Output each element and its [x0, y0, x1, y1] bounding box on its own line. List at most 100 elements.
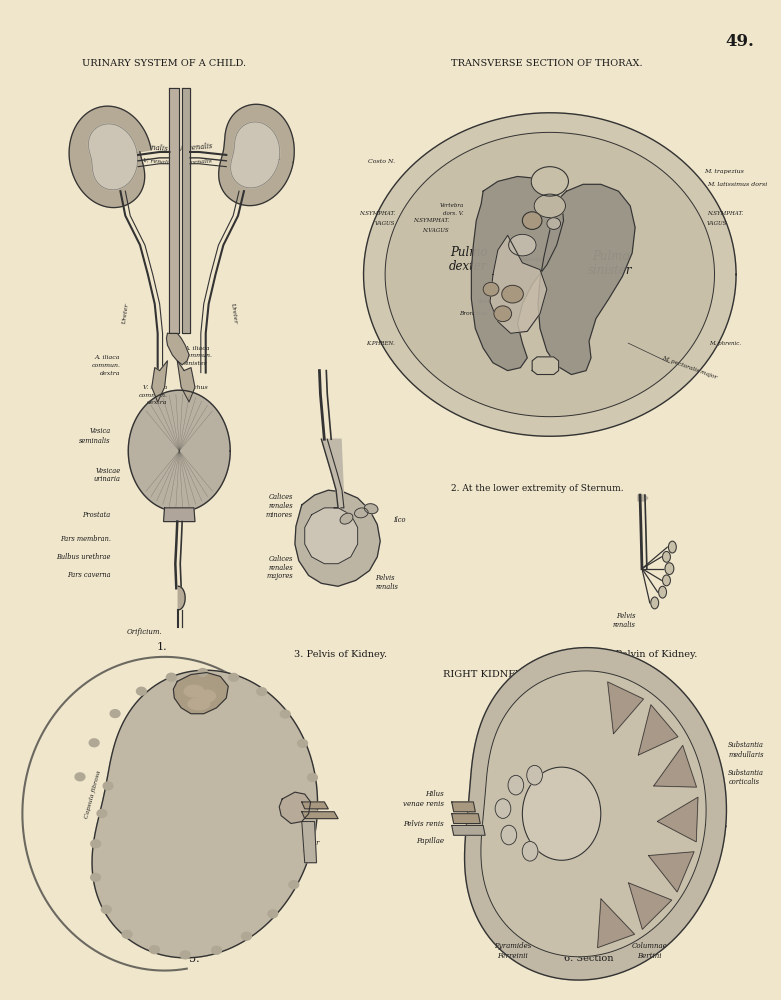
Text: A. iliaca: A. iliaca: [184, 346, 209, 351]
Text: Hilus renis: Hilus renis: [259, 790, 298, 798]
Text: Vesicae: Vesicae: [95, 467, 120, 475]
Text: VAGUS: VAGUS: [375, 221, 395, 226]
Ellipse shape: [257, 688, 266, 695]
Text: Pyramides: Pyramides: [494, 942, 531, 950]
Text: dexter: dexter: [88, 160, 113, 168]
Text: urinaria: urinaria: [94, 475, 120, 483]
Polygon shape: [538, 184, 635, 375]
Text: N.SYMPHAT.: N.SYMPHAT.: [707, 211, 743, 216]
Polygon shape: [638, 495, 648, 501]
Text: N.SYMPHAT.: N.SYMPHAT.: [358, 211, 395, 216]
Ellipse shape: [303, 847, 313, 855]
Text: Bertini: Bertini: [637, 952, 662, 960]
Ellipse shape: [522, 841, 538, 861]
Text: corticalis: corticalis: [728, 778, 759, 786]
Ellipse shape: [547, 218, 561, 229]
Polygon shape: [69, 106, 152, 208]
Text: dexter: dexter: [449, 260, 487, 273]
Ellipse shape: [522, 212, 542, 229]
Text: dext.: dext.: [478, 299, 493, 304]
Text: V. cava: V. cava: [183, 102, 187, 124]
Ellipse shape: [508, 775, 524, 795]
Text: Pulmo: Pulmo: [592, 250, 629, 263]
Text: renalis: renalis: [612, 621, 635, 629]
Text: sinister: sinister: [588, 264, 633, 277]
Ellipse shape: [188, 698, 209, 710]
Polygon shape: [219, 104, 294, 206]
Text: Vertebra: Vertebra: [537, 203, 563, 208]
Polygon shape: [597, 899, 635, 948]
Text: Orificium.: Orificium.: [127, 628, 162, 636]
Text: 6. Section: 6. Section: [565, 954, 614, 963]
Text: Vertebra: Vertebra: [439, 203, 464, 208]
Text: Prostata: Prostata: [82, 511, 111, 519]
Text: Costo N.: Costo N.: [368, 159, 395, 164]
Polygon shape: [280, 792, 311, 824]
Text: V. iliaca: V. iliaca: [143, 385, 167, 390]
Polygon shape: [301, 822, 316, 863]
Ellipse shape: [103, 782, 113, 790]
Text: spin.: spin.: [542, 182, 558, 187]
Text: URINARY SYSTEM OF A CHILD.: URINARY SYSTEM OF A CHILD.: [83, 59, 247, 68]
Text: A. supra-: A. supra-: [253, 729, 285, 737]
Polygon shape: [638, 705, 678, 755]
Ellipse shape: [309, 810, 319, 818]
Polygon shape: [305, 508, 358, 564]
Text: A. renalis: A. renalis: [134, 142, 169, 153]
Text: dextra: dextra: [147, 400, 167, 405]
Text: Calices: Calices: [269, 493, 293, 501]
Text: V. supra-: V. supra-: [253, 759, 284, 767]
Text: N.VAGUS: N.VAGUS: [423, 228, 449, 233]
Ellipse shape: [166, 673, 177, 681]
Ellipse shape: [495, 799, 511, 818]
Polygon shape: [92, 670, 318, 958]
Text: Ferreinii: Ferreinii: [497, 952, 528, 960]
Ellipse shape: [364, 504, 378, 514]
Polygon shape: [451, 825, 485, 835]
Polygon shape: [658, 797, 698, 842]
Ellipse shape: [662, 575, 670, 586]
Text: Hilus: Hilus: [425, 790, 444, 798]
Text: commun.: commun.: [138, 393, 167, 398]
Polygon shape: [230, 122, 280, 188]
Ellipse shape: [149, 946, 159, 954]
Ellipse shape: [340, 513, 353, 524]
Ellipse shape: [137, 687, 146, 695]
Ellipse shape: [658, 586, 666, 598]
Ellipse shape: [665, 563, 674, 575]
Polygon shape: [608, 682, 644, 734]
Text: Substantia: Substantia: [728, 769, 765, 777]
Text: Bulbus urethrae: Bulbus urethrae: [56, 553, 111, 561]
Ellipse shape: [501, 825, 517, 845]
Text: majores: majores: [266, 572, 293, 580]
Text: Bronchus: Bronchus: [459, 311, 487, 316]
Polygon shape: [364, 113, 736, 436]
Text: Papillae: Papillae: [416, 837, 444, 845]
Text: suprarenalis: suprarenalis: [165, 700, 213, 708]
Ellipse shape: [198, 690, 216, 702]
Text: Substantia: Substantia: [728, 741, 765, 749]
Ellipse shape: [110, 710, 120, 718]
Text: M. trapezius: M. trapezius: [704, 169, 744, 174]
Polygon shape: [88, 124, 137, 190]
Text: Aorta: Aorta: [171, 104, 176, 122]
Ellipse shape: [531, 167, 569, 196]
Text: VAGUS: VAGUS: [707, 221, 727, 226]
Text: Pelvis: Pelvis: [376, 574, 395, 582]
Polygon shape: [178, 586, 185, 610]
Text: Art. pulmonat.: Art. pulmonat.: [506, 257, 547, 262]
Ellipse shape: [526, 765, 543, 785]
Ellipse shape: [241, 932, 251, 940]
Ellipse shape: [534, 194, 565, 218]
Polygon shape: [177, 361, 195, 402]
Text: A. renalis: A. renalis: [273, 805, 305, 813]
Text: Capsula adiposa: Capsula adiposa: [99, 768, 118, 820]
Text: seminalis: seminalis: [79, 437, 111, 445]
Ellipse shape: [102, 905, 111, 913]
Text: commun.: commun.: [91, 363, 120, 368]
Polygon shape: [385, 132, 715, 417]
Ellipse shape: [522, 767, 601, 860]
Text: Capsula fibrosa: Capsula fibrosa: [84, 769, 102, 819]
Text: Pars membran.: Pars membran.: [59, 535, 111, 543]
Text: Vesica: Vesica: [89, 427, 111, 435]
